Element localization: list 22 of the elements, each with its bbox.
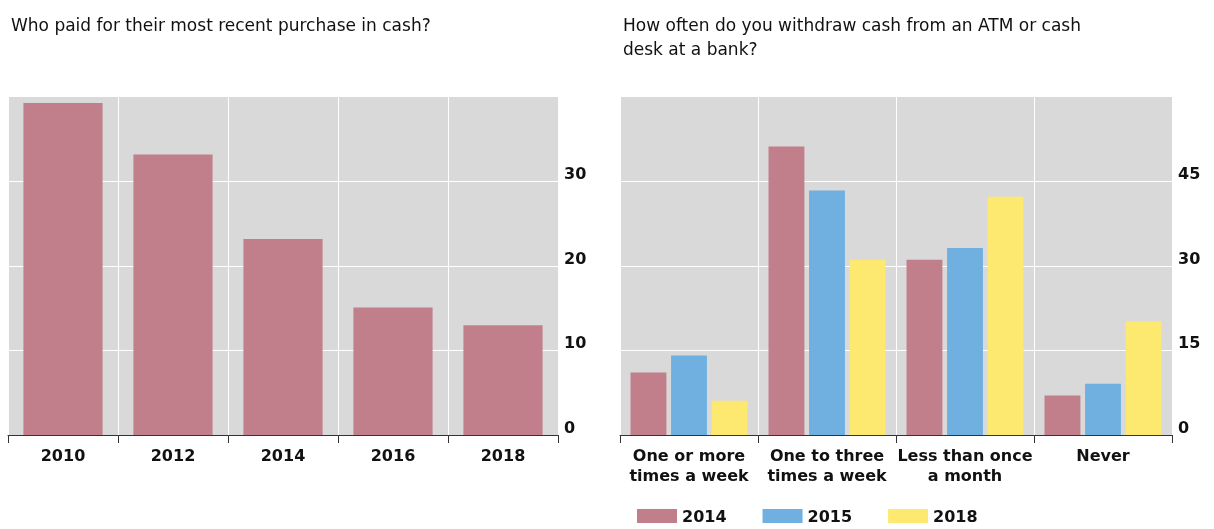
y-tick-label: 10 — [564, 333, 587, 352]
y-tick-label: 45 — [1178, 164, 1201, 183]
x-tick-label: Less than once a month — [897, 445, 1033, 485]
chart-title: How often do you withdraw cash from an ATM or cash desk at a bank? — [623, 15, 1082, 59]
y-tick-label: 30 — [564, 164, 587, 183]
y-tick-label: 0 — [564, 417, 576, 437]
legend-label: 2014 — [682, 506, 727, 526]
x-tick-label: 2010 — [40, 445, 86, 465]
x-tick-label: 2016 — [370, 445, 416, 465]
x-tick-label: 2012 — [150, 445, 196, 465]
y-tick-label: 0 — [1178, 417, 1190, 437]
legend-label: 2018 — [933, 506, 978, 526]
chart-title: Who paid for their most recent purchase in cash? — [11, 15, 431, 35]
x-tick-label: One or more times a week — [629, 445, 749, 485]
legend-label: 2015 — [807, 506, 853, 526]
y-tick-label: 20 — [564, 248, 587, 268]
x-tick-label: Never — [1076, 445, 1130, 465]
y-tick-label: 30 — [1178, 248, 1201, 268]
x-tick-label: 2018 — [480, 445, 526, 465]
x-tick-label: 2014 — [260, 445, 306, 465]
y-tick-label: 15 — [1178, 333, 1201, 352]
x-tick-label: One to three times a week — [767, 445, 887, 485]
